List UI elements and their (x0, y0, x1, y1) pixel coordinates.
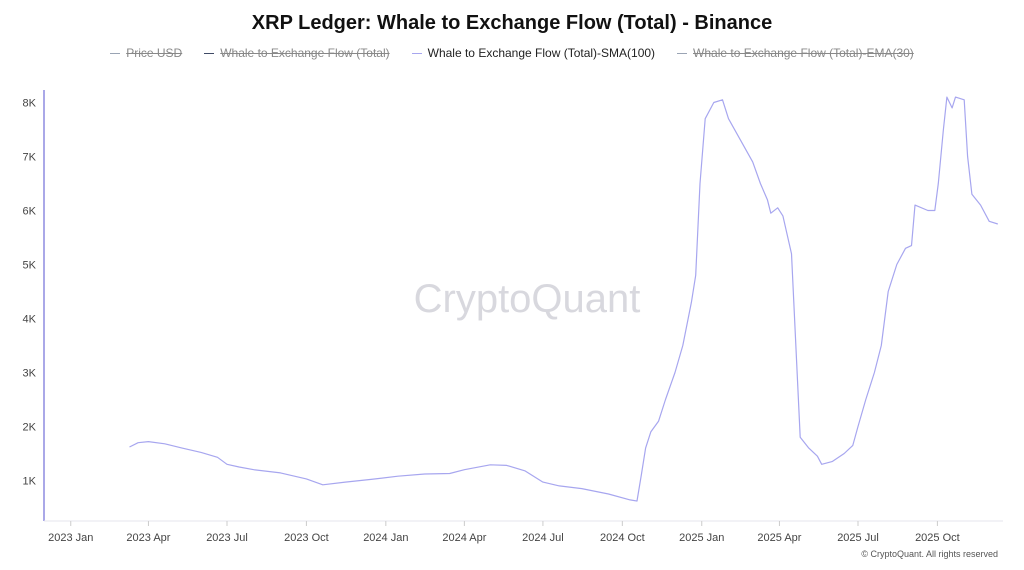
copyright-credit: © CryptoQuant. All rights reserved (861, 549, 998, 559)
x-axis-ticks: 2023 Jan 2023 Apr 2023 Jul 2023 Oct 2024 Jan… (48, 521, 960, 544)
legend-label-price-usd: Price USD (126, 46, 183, 60)
legend-item-whale-flow[interactable]: Whale to Exchange Flow (Total) (204, 46, 390, 60)
x-tick-label: 2025 Jan (679, 532, 724, 544)
x-tick-label: 2024 Jul (522, 532, 564, 544)
series-line-sma100[interactable] (129, 96, 998, 502)
x-tick-label: 2023 Apr (126, 532, 170, 544)
y-tick-label: 2K (23, 422, 37, 434)
legend-swatch-price-usd (110, 52, 121, 54)
legend-swatch-whale-flow (204, 52, 215, 54)
legend-item-whale-flow-sma100[interactable]: Whale to Exchange Flow (Total)-SMA(100) (411, 46, 656, 60)
x-tick-label: 2024 Apr (442, 532, 486, 544)
x-tick-label: 2023 Jan (48, 532, 93, 544)
y-tick-label: 6K (23, 206, 37, 218)
watermark: CryptoQuant (414, 277, 641, 321)
x-tick-label: 2025 Oct (915, 532, 960, 544)
legend-label-whale-flow-sma100: Whale to Exchange Flow (Total)-SMA(100) (427, 46, 656, 60)
y-tick-label: 8K (23, 98, 37, 110)
y-axis-ticks: 1K 2K 3K 4K 5K 6K 7K 8K (23, 98, 37, 488)
x-tick-label: 2023 Jul (206, 532, 248, 544)
legend-swatch-whale-flow-ema30 (677, 52, 688, 54)
legend-label-whale-flow: Whale to Exchange Flow (Total) (220, 46, 390, 60)
x-tick-label: 2024 Oct (600, 532, 645, 544)
legend-item-price-usd[interactable]: Price USD (110, 46, 182, 60)
legend-swatch-whale-flow-sma100 (411, 52, 422, 54)
x-tick-label: 2025 Apr (757, 532, 801, 544)
y-tick-label: 5K (23, 260, 37, 272)
y-tick-label: 3K (23, 368, 37, 380)
chart-legend: Price USD Whale to Exchange Flow (Total)… (0, 46, 1024, 60)
legend-label-whale-flow-ema30: Whale to Exchange Flow (Total)-EMA(30) (693, 46, 914, 60)
x-tick-label: 2025 Jul (837, 532, 879, 544)
x-tick-label: 2024 Jan (363, 532, 408, 544)
y-tick-label: 7K (23, 152, 37, 164)
chart-title: XRP Ledger: Whale to Exchange Flow (Tota… (251, 12, 773, 34)
legend-item-whale-flow-ema30[interactable]: Whale to Exchange Flow (Total)-EMA(30) (677, 46, 914, 60)
x-tick-label: 2023 Oct (284, 532, 329, 544)
y-tick-label: 1K (23, 476, 37, 488)
series-layer (129, 96, 998, 502)
y-tick-label: 4K (23, 314, 37, 326)
